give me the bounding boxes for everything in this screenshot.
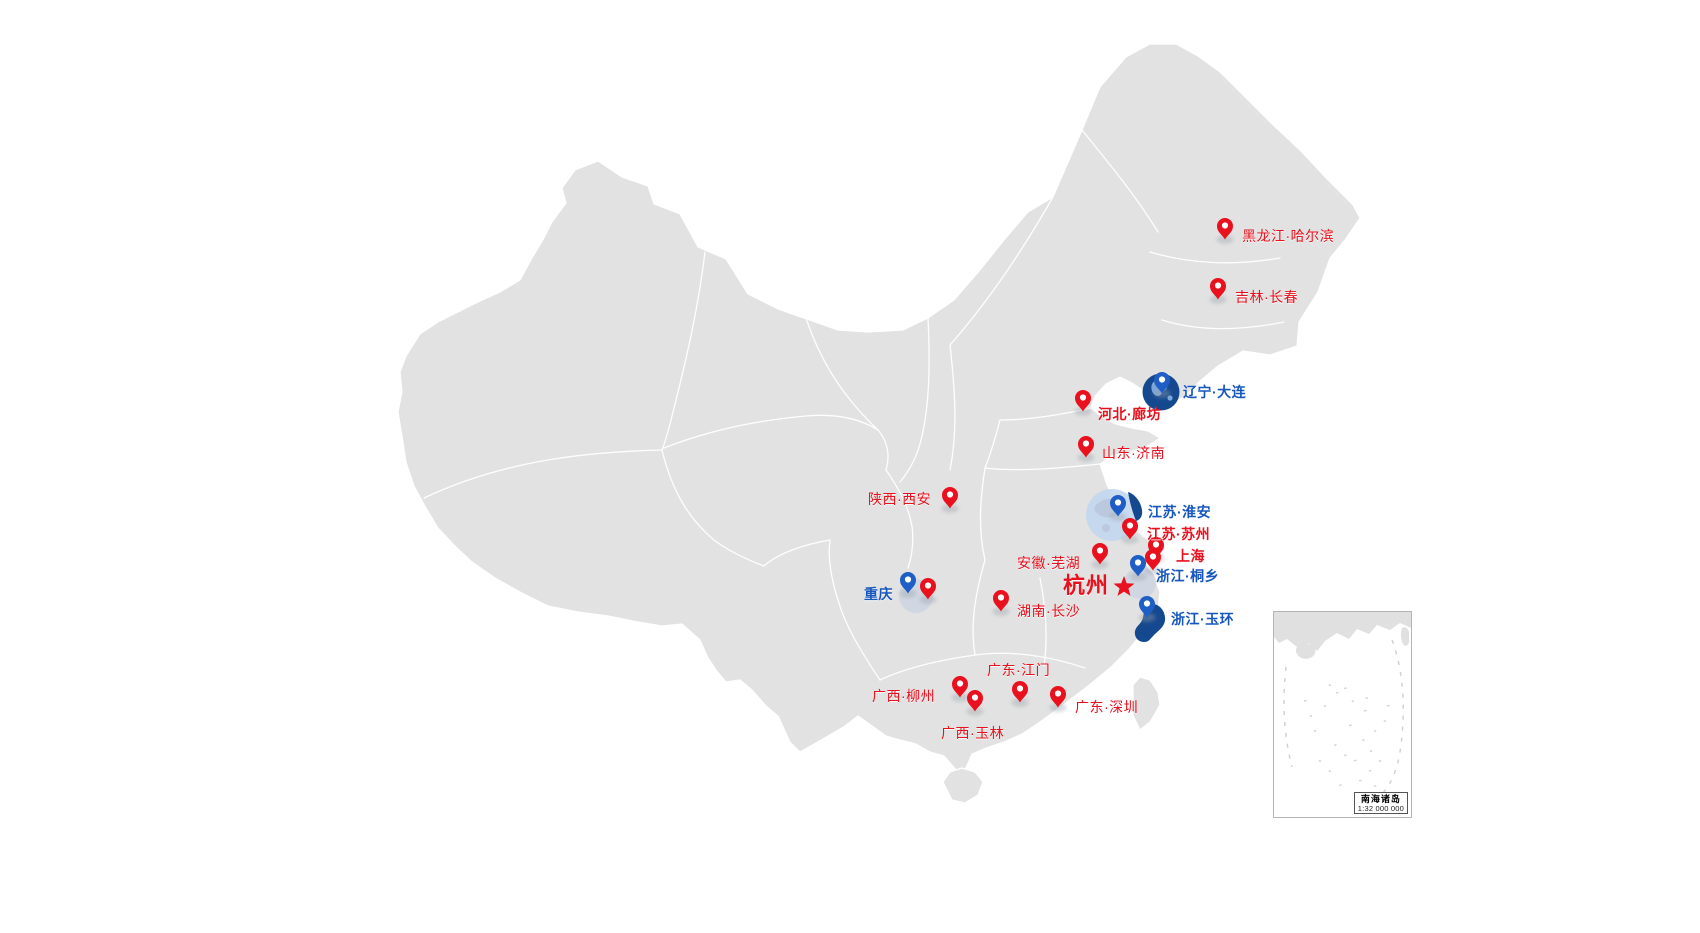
- label-anhui-wuhu: 安徽·芜湖: [1017, 555, 1081, 571]
- pin-shanghai[interactable]: [1144, 549, 1162, 575]
- label-jiangsu-huaian: 江苏·淮安: [1148, 504, 1212, 520]
- label-shaanxi-xian: 陕西·西安: [868, 491, 932, 507]
- taiwan-island: [1132, 676, 1161, 731]
- inset-dash-line: [1283, 639, 1404, 809]
- pin-heilongjiang-haerbin[interactable]: [1216, 218, 1234, 244]
- label-guangdong-shenzhen: 广东·深圳: [1075, 699, 1139, 715]
- label-zhejiang-tongxiang: 浙江·桐乡: [1156, 568, 1220, 584]
- label-chongqing: 重庆: [864, 586, 893, 602]
- hainan-island: [942, 767, 984, 804]
- pin-shandong-jinan[interactable]: [1077, 436, 1095, 462]
- china-mainland: [397, 43, 1361, 773]
- label-jiangsu-suzhou: 江苏·苏州: [1147, 526, 1211, 542]
- label-shanghai: 上海: [1176, 548, 1205, 564]
- pin-guangxi-yulin[interactable]: [966, 690, 984, 716]
- pin-jiangsu-huaian[interactable]: [1109, 495, 1127, 521]
- label-jilin-changchun: 吉林·长春: [1235, 289, 1299, 305]
- label-hebei-langfang: 河北·廊坊: [1098, 406, 1162, 422]
- inset-caption-box: 南海诸岛 1:32 000 000: [1353, 791, 1408, 814]
- label-heilongjiang-haerbin: 黑龙江·哈尔滨: [1242, 228, 1335, 244]
- inset-title: 南海诸岛: [1360, 793, 1401, 804]
- pin-jilin-changchun[interactable]: [1209, 278, 1227, 304]
- inset-hainan: [1295, 643, 1316, 659]
- pin-guangdong-shenzhen[interactable]: [1049, 686, 1067, 712]
- pin-zhejiang-tongxiang[interactable]: [1129, 555, 1147, 581]
- label-zhejiang-yuhuan: 浙江·玉环: [1171, 611, 1235, 627]
- label-hangzhou: 杭州: [1063, 573, 1110, 598]
- label-liaoning-dalian: 辽宁·大连: [1183, 384, 1247, 400]
- pin-anhui-wuhu[interactable]: [1091, 543, 1109, 569]
- inset-taiwan: [1400, 627, 1409, 646]
- inset-scale: 1:32 000 000: [1357, 803, 1404, 813]
- pin-hebei-langfang[interactable]: [1074, 390, 1092, 416]
- yuhuan-island-shape: [1134, 603, 1166, 642]
- label-guangdong-jiangmen: 广东·江门: [987, 662, 1051, 678]
- pin-guangdong-jiangmen[interactable]: [1011, 681, 1029, 707]
- pin-jiangsu-suzhou[interactable]: [1121, 518, 1139, 544]
- label-guangxi-yulin: 广西·玉林: [941, 725, 1005, 741]
- pin-chongqing[interactable]: [919, 578, 937, 604]
- pin-chongqing[interactable]: [899, 572, 917, 598]
- label-guangxi-liuzhou: 广西·柳州: [872, 688, 936, 704]
- pin-shaanxi-xian[interactable]: [941, 487, 959, 513]
- label-shandong-jinan: 山东·济南: [1102, 445, 1166, 461]
- pin-guangxi-liuzhou[interactable]: [951, 676, 969, 702]
- inset-map-south-china-sea: 南海诸岛 1:32 000 000: [1273, 611, 1412, 818]
- pin-zhejiang-yuhuan[interactable]: [1138, 596, 1156, 622]
- inset-south-coast: [1274, 612, 1411, 651]
- label-hunan-changsha: 湖南·长沙: [1017, 603, 1081, 619]
- province-borders: [423, 129, 1285, 681]
- inset-islands: [1304, 684, 1390, 787]
- pin-hunan-changsha[interactable]: [992, 590, 1010, 616]
- inset-map-svg: [1274, 612, 1411, 809]
- pin-liaoning-dalian[interactable]: [1153, 372, 1171, 398]
